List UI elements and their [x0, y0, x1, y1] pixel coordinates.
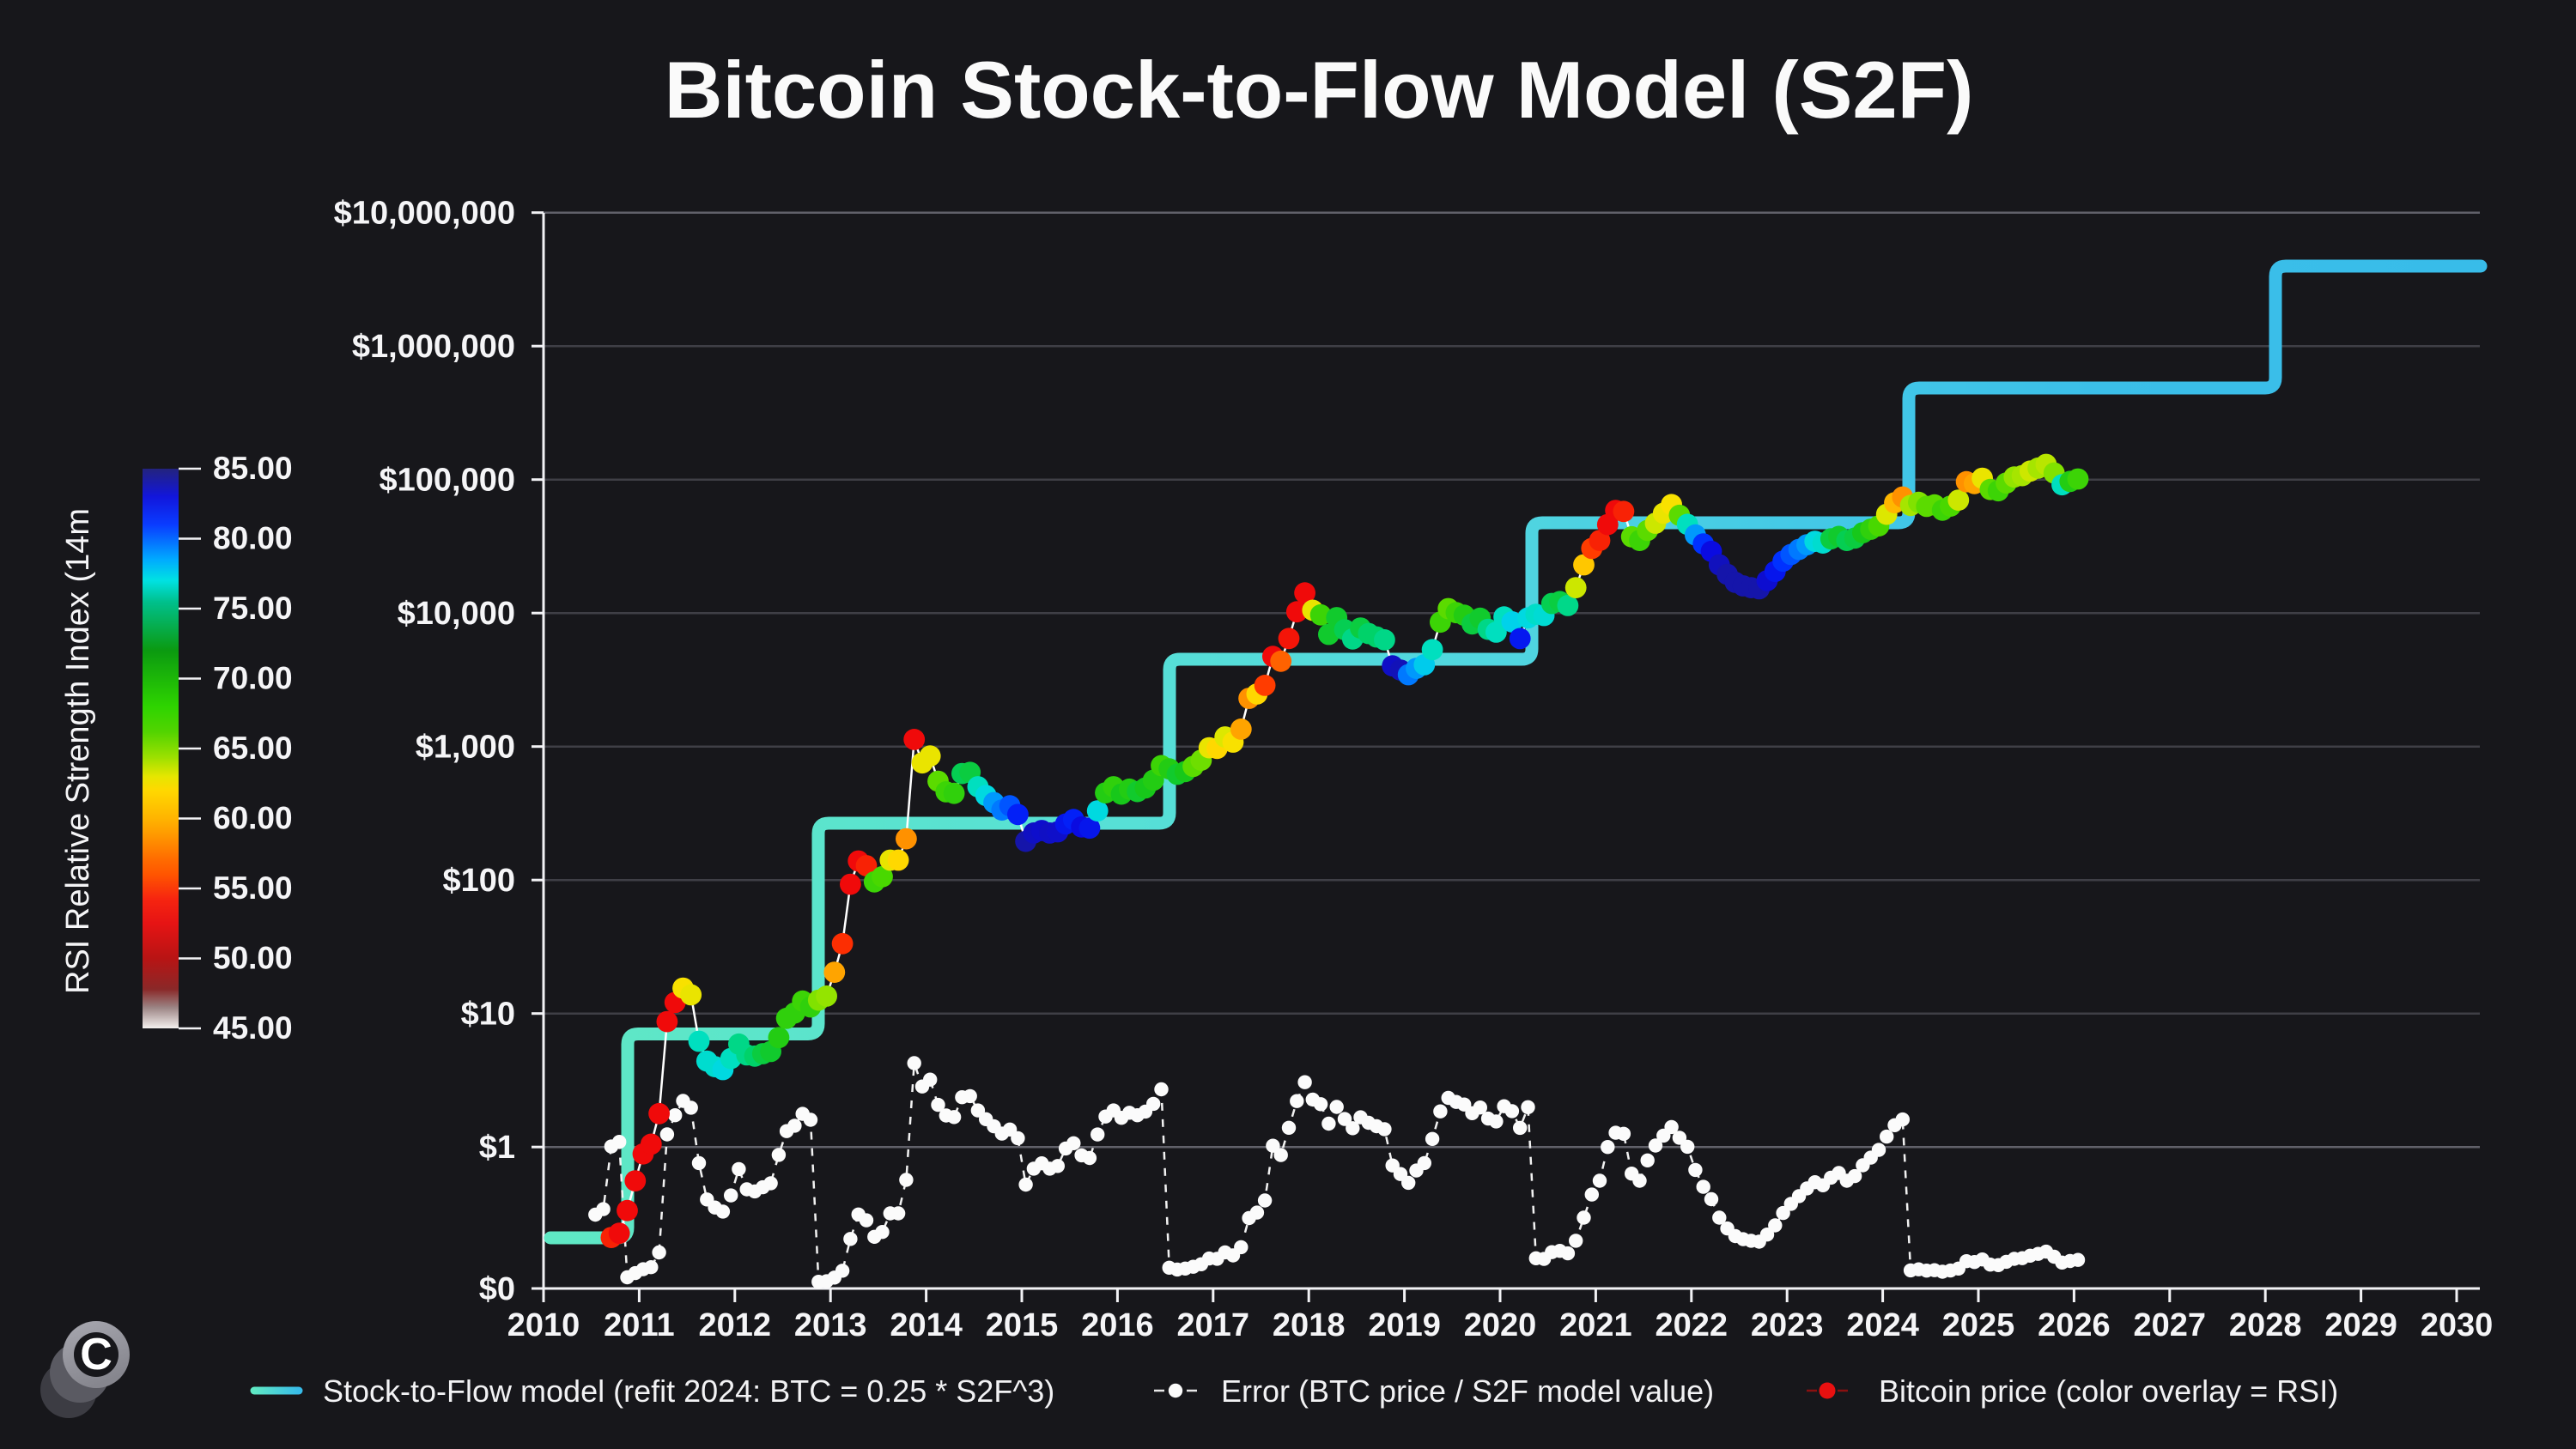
svg-text:2015: 2015: [986, 1307, 1059, 1343]
svg-text:2013: 2013: [794, 1307, 867, 1343]
svg-text:$1,000,000: $1,000,000: [352, 329, 515, 365]
svg-text:$10,000,000: $10,000,000: [334, 196, 515, 232]
svg-text:2030: 2030: [2421, 1307, 2494, 1343]
svg-text:2019: 2019: [1368, 1307, 1441, 1343]
svg-text:2026: 2026: [2038, 1307, 2111, 1343]
svg-text:2028: 2028: [2229, 1307, 2302, 1343]
svg-text:$100: $100: [442, 863, 515, 899]
svg-text:55.00: 55.00: [213, 870, 293, 906]
svg-text:2024: 2024: [1846, 1307, 1919, 1343]
svg-text:2011: 2011: [604, 1307, 674, 1343]
svg-text:C: C: [80, 1330, 112, 1379]
svg-text:2018: 2018: [1273, 1307, 1346, 1343]
svg-text:$1,000: $1,000: [416, 730, 515, 766]
svg-text:$100,000: $100,000: [380, 463, 516, 499]
svg-text:$1: $1: [479, 1130, 515, 1166]
svg-text:45.00: 45.00: [213, 1010, 293, 1046]
svg-text:2010: 2010: [507, 1307, 580, 1343]
svg-text:2017: 2017: [1177, 1307, 1250, 1343]
svg-text:2022: 2022: [1656, 1307, 1728, 1343]
svg-text:50.00: 50.00: [213, 941, 293, 976]
svg-text:2021: 2021: [1559, 1307, 1632, 1343]
svg-text:Stock-to-Flow model (refit 202: Stock-to-Flow model (refit 2024: BTC = 0…: [323, 1373, 1054, 1409]
svg-text:RSI Relative Strength Index (1: RSI Relative Strength Index (14m: [60, 508, 96, 994]
svg-text:85.00: 85.00: [213, 451, 293, 486]
svg-text:60.00: 60.00: [213, 801, 293, 836]
svg-text:Error (BTC price / S2F model v: Error (BTC price / S2F model value): [1221, 1373, 1714, 1409]
svg-text:2029: 2029: [2324, 1307, 2397, 1343]
svg-text:Bitcoin Stock-to-Flow Model (S: Bitcoin Stock-to-Flow Model (S2F): [665, 45, 1974, 135]
svg-text:$10: $10: [461, 997, 515, 1033]
svg-text:75.00: 75.00: [213, 591, 293, 626]
svg-text:$10,000: $10,000: [398, 596, 515, 632]
svg-text:65.00: 65.00: [213, 731, 293, 766]
svg-text:2027: 2027: [2134, 1307, 2207, 1343]
svg-text:$0: $0: [479, 1271, 515, 1307]
svg-text:70.00: 70.00: [213, 661, 293, 696]
svg-text:2023: 2023: [1751, 1307, 1824, 1343]
svg-text:2025: 2025: [1942, 1307, 2015, 1343]
svg-text:2012: 2012: [699, 1307, 772, 1343]
svg-text:2020: 2020: [1464, 1307, 1537, 1343]
svg-text:Bitcoin price (color overlay =: Bitcoin price (color overlay = RSI): [1879, 1373, 2338, 1409]
svg-text:2016: 2016: [1081, 1307, 1154, 1343]
svg-text:80.00: 80.00: [213, 521, 293, 556]
svg-text:2014: 2014: [890, 1307, 963, 1343]
